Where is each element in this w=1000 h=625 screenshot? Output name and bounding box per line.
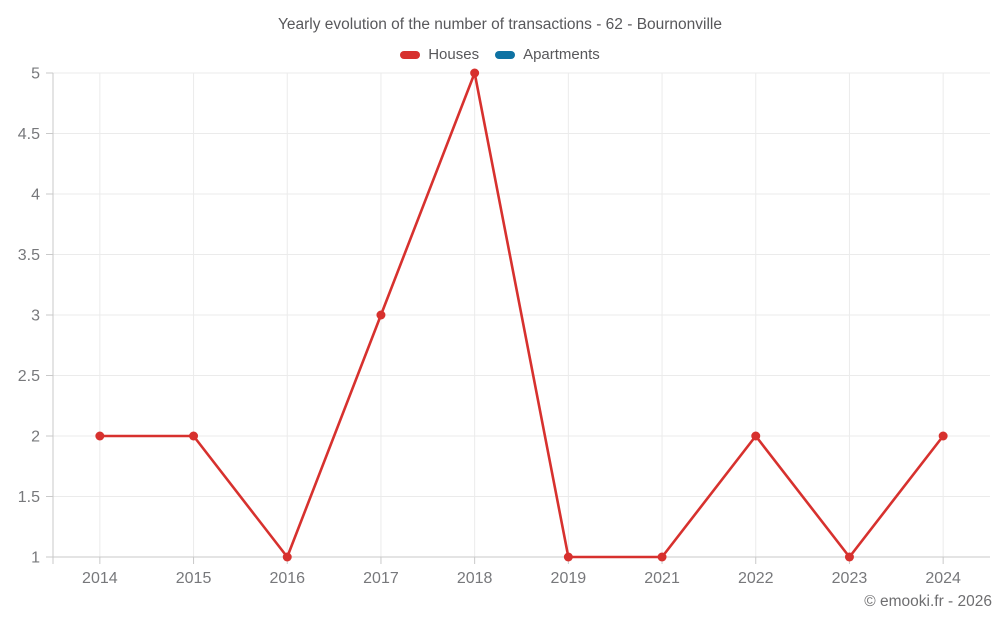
chart-title: Yearly evolution of the number of transa…	[277, 16, 722, 33]
legend-label-apartments: Apartments	[523, 46, 600, 63]
svg-text:2021: 2021	[644, 570, 680, 587]
houses-series-swatch-icon	[400, 50, 421, 59]
svg-text:2017: 2017	[363, 570, 399, 587]
chart-legend: Houses Apartments	[0, 46, 1000, 63]
svg-text:2015: 2015	[176, 570, 212, 587]
svg-text:1.5: 1.5	[18, 489, 40, 506]
svg-text:2.5: 2.5	[18, 368, 40, 385]
legend-item-houses[interactable]: Houses	[400, 46, 479, 63]
svg-text:2024: 2024	[925, 570, 961, 587]
svg-text:2018: 2018	[457, 570, 493, 587]
apartments-series-swatch-icon	[495, 50, 516, 59]
svg-text:3.5: 3.5	[18, 247, 40, 264]
legend-label-houses: Houses	[428, 46, 480, 63]
svg-text:2: 2	[31, 429, 40, 446]
copyright-credit: © emooki.fr - 2026	[864, 593, 992, 610]
svg-text:2022: 2022	[738, 570, 774, 587]
svg-text:4: 4	[31, 187, 40, 204]
svg-text:5: 5	[31, 66, 40, 83]
svg-text:4.5: 4.5	[18, 126, 40, 143]
svg-text:2014: 2014	[82, 570, 118, 587]
svg-text:2016: 2016	[269, 570, 305, 587]
svg-text:1: 1	[31, 550, 40, 567]
legend-item-apartments[interactable]: Apartments	[495, 46, 600, 63]
svg-text:2023: 2023	[832, 570, 868, 587]
svg-text:2019: 2019	[551, 570, 587, 587]
svg-text:3: 3	[31, 308, 40, 325]
